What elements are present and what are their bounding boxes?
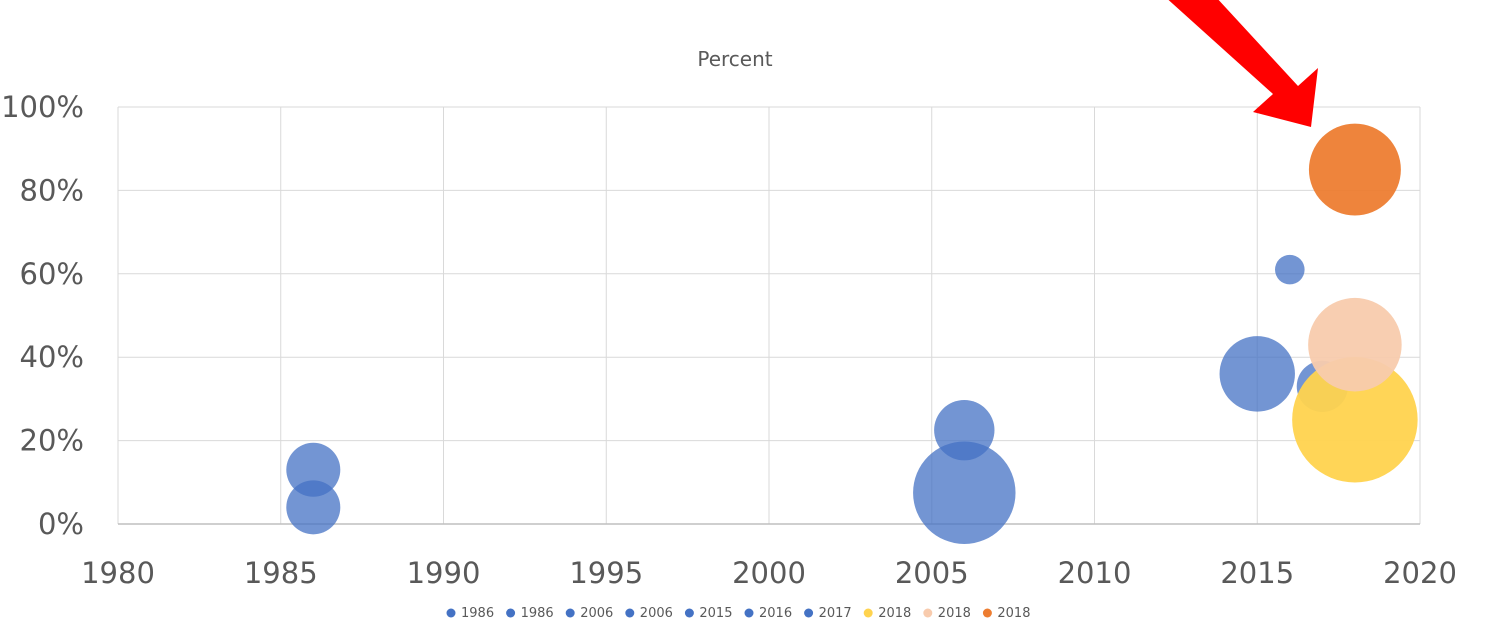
chart-title: Percent: [697, 47, 772, 71]
bubble-point: [1308, 123, 1401, 216]
legend-entry: 2018: [997, 606, 1030, 621]
x-tick-label: 1990: [407, 556, 481, 590]
legend-entry: 2006: [580, 606, 613, 621]
bubble-point: [1219, 336, 1295, 412]
legend-marker: [863, 608, 873, 618]
bubble-point: [286, 480, 341, 535]
legend-entry: 2016: [759, 606, 792, 621]
legend-entry: 2018: [938, 606, 971, 621]
legend-entry: 2018: [878, 606, 911, 621]
tick-labels: 0% 20% 40% 60% 80% 100% 1980 1985 1990 1995 2000 20…: [1, 90, 1457, 590]
x-tick-label: 2010: [1058, 556, 1132, 590]
legend-marker: [446, 608, 456, 618]
bubble-point: [1292, 357, 1418, 483]
y-tick-label: 60%: [20, 257, 84, 291]
legend-marker: [565, 608, 575, 618]
y-tick-label: 0%: [38, 507, 84, 541]
bubble-point: [1275, 254, 1305, 285]
legend-entry: 2006: [640, 606, 673, 621]
legend-entry: 2015: [699, 606, 732, 621]
legend-entry: 1986: [521, 606, 554, 621]
x-tick-label: 2005: [895, 556, 969, 590]
x-tick-label: 2015: [1220, 556, 1294, 590]
legend-marker: [804, 608, 814, 618]
x-tick-label: 1980: [81, 556, 155, 590]
bubble-layer: [286, 123, 1418, 544]
x-tick-label: 2000: [732, 556, 806, 590]
x-tick-label: 2020: [1383, 556, 1457, 590]
y-tick-label: 100%: [1, 90, 84, 124]
y-tick-label: 20%: [20, 424, 84, 458]
legend-entry: 1986: [461, 606, 494, 621]
legend-marker: [506, 608, 516, 618]
grid-lines: [117, 106, 1421, 524]
red-arrow-icon: [1168, 0, 1318, 127]
legend-entry: 2017: [819, 606, 852, 621]
bubble-point: [913, 441, 1016, 544]
annotation-arrow: [1168, 0, 1318, 127]
bubble-point: [286, 442, 341, 497]
y-tick-label: 80%: [20, 173, 84, 207]
y-tick-label: 40%: [20, 340, 84, 374]
legend-marker: [744, 608, 754, 618]
legend-marker: [982, 608, 992, 618]
x-tick-label: 1985: [244, 556, 318, 590]
bubble-point: [1308, 297, 1402, 392]
legend-marker: [923, 608, 933, 618]
legend-marker: [684, 608, 694, 618]
legend-marker: [625, 608, 635, 618]
x-tick-label: 1995: [569, 556, 643, 590]
legend: 1986 1986 2006 2006 2015 2016 2017 2018 2018 2018: [446, 606, 1030, 621]
